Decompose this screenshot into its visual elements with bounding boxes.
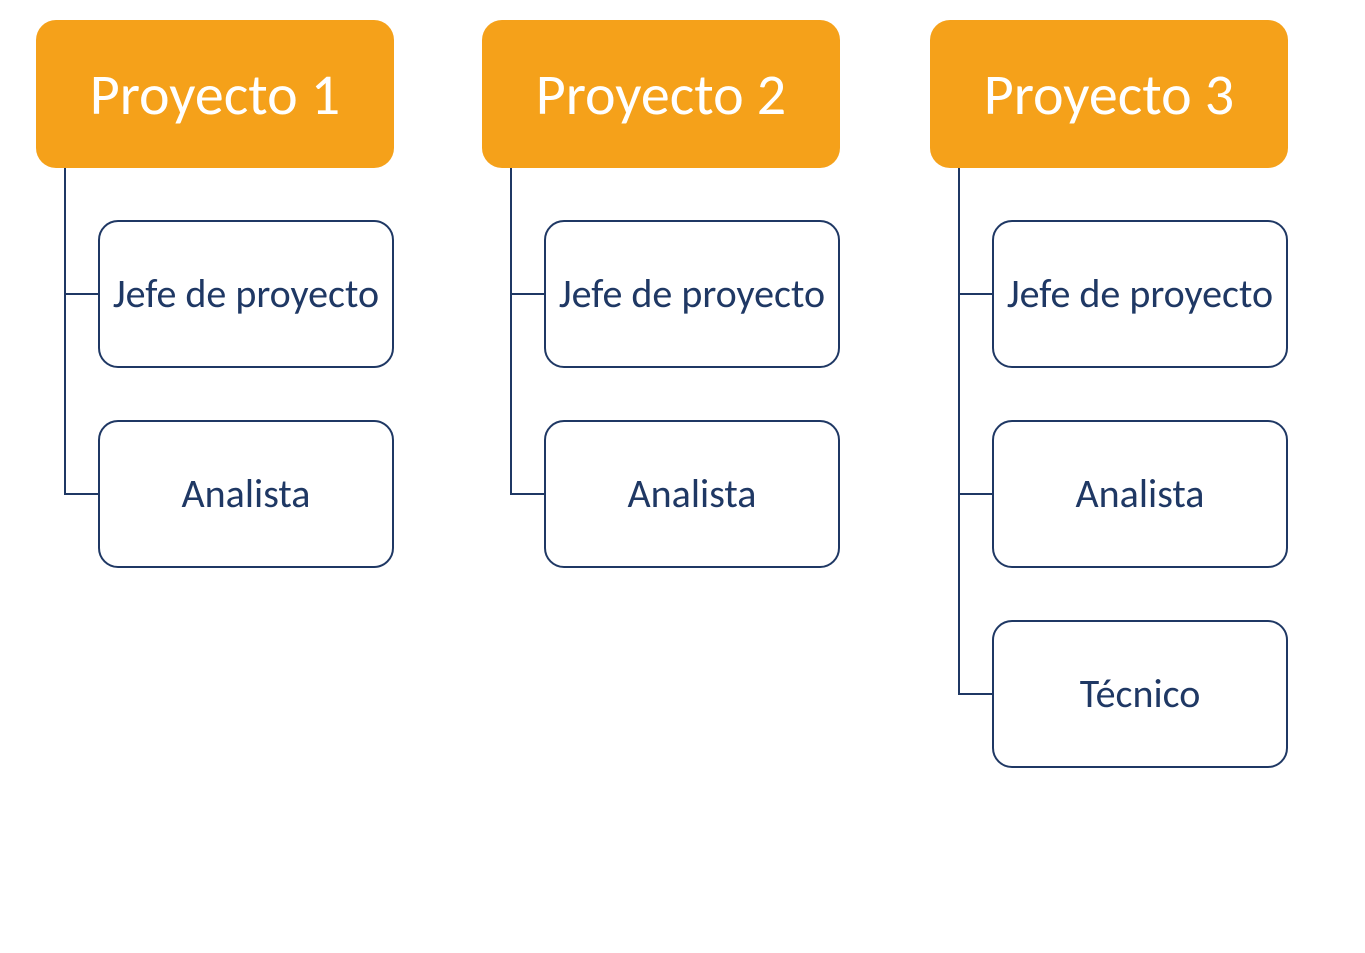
connector-vertical bbox=[64, 168, 66, 494]
role-box: Jefe de proyecto bbox=[992, 220, 1288, 368]
project-header: Proyecto 2 bbox=[482, 20, 840, 168]
connector-vertical bbox=[958, 168, 960, 694]
connector-horizontal bbox=[958, 693, 992, 695]
connector-horizontal bbox=[958, 493, 992, 495]
connector-vertical bbox=[510, 168, 512, 494]
project-header: Proyecto 3 bbox=[930, 20, 1288, 168]
role-box: Analista bbox=[992, 420, 1288, 568]
connector-horizontal bbox=[64, 293, 98, 295]
column-1: Proyecto 2Jefe de proyectoAnalista bbox=[482, 20, 840, 168]
connector-horizontal bbox=[64, 493, 98, 495]
role-box: Analista bbox=[98, 420, 394, 568]
role-box: Analista bbox=[544, 420, 840, 568]
role-box: Jefe de proyecto bbox=[544, 220, 840, 368]
role-box: Jefe de proyecto bbox=[98, 220, 394, 368]
connector-horizontal bbox=[510, 493, 544, 495]
role-box: Técnico bbox=[992, 620, 1288, 768]
connector-horizontal bbox=[958, 293, 992, 295]
connector-horizontal bbox=[510, 293, 544, 295]
org-diagram: Proyecto 1Jefe de proyectoAnalistaProyec… bbox=[0, 0, 1365, 953]
column-2: Proyecto 3Jefe de proyectoAnalistaTécnic… bbox=[930, 20, 1288, 168]
column-0: Proyecto 1Jefe de proyectoAnalista bbox=[36, 20, 394, 168]
project-header: Proyecto 1 bbox=[36, 20, 394, 168]
